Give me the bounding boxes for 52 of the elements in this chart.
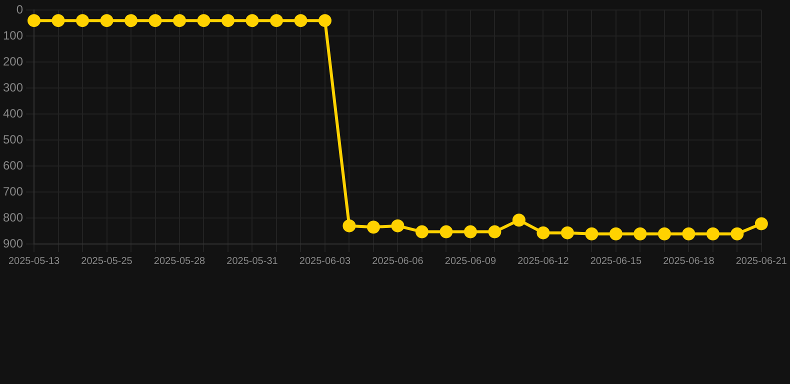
y-tick-label: 200 <box>2 54 24 68</box>
x-tick-label: 2025-06-15 <box>590 256 642 267</box>
point <box>76 14 90 28</box>
point <box>488 225 502 238</box>
point <box>440 225 453 238</box>
point <box>100 14 114 28</box>
point <box>246 14 259 28</box>
point <box>706 227 720 240</box>
point <box>28 14 41 28</box>
x-tick-label: 2025-06-21 <box>736 256 788 267</box>
y-tick-label: 600 <box>2 158 24 172</box>
point <box>270 14 283 28</box>
point <box>52 14 65 28</box>
y-tick-label: 800 <box>2 210 24 224</box>
point <box>197 14 210 28</box>
point <box>658 227 671 240</box>
point <box>512 214 526 227</box>
point <box>682 227 696 240</box>
point <box>124 14 138 28</box>
point <box>391 219 404 232</box>
y-tick-label: 500 <box>2 132 24 146</box>
point <box>221 14 234 28</box>
point <box>560 226 574 240</box>
y-tick-label: 0 <box>16 2 24 17</box>
x-tick-label: 2025-06-06 <box>372 256 424 267</box>
point <box>754 217 768 230</box>
point <box>464 225 477 238</box>
x-tick-label: 2025-05-13 <box>8 256 60 267</box>
point <box>609 227 622 240</box>
y-tick-label: 300 <box>2 80 24 94</box>
x-tick-label: 2025-06-12 <box>518 256 570 267</box>
x-tick-label: 2025-06-18 <box>663 256 715 267</box>
point <box>294 14 308 28</box>
point <box>536 226 550 240</box>
y-tick-label: 900 <box>2 236 24 250</box>
y-tick-label: 700 <box>2 184 24 198</box>
x-tick-label: 2025-05-25 <box>81 256 133 267</box>
point <box>730 227 744 240</box>
point <box>366 220 380 234</box>
y-tick-label: 400 <box>2 106 24 120</box>
x-tick-label: 2025-06-03 <box>299 256 351 267</box>
point <box>342 219 356 232</box>
point <box>415 225 428 238</box>
point <box>634 227 647 240</box>
point <box>148 14 162 28</box>
x-tick-label: 2025-06-09 <box>444 256 496 267</box>
x-tick-label: 2025-05-31 <box>226 256 278 267</box>
point <box>318 14 332 28</box>
x-tick-label: 2025-05-28 <box>154 256 206 267</box>
y-tick-label: 100 <box>2 28 24 42</box>
point <box>173 14 186 28</box>
point <box>585 227 598 240</box>
